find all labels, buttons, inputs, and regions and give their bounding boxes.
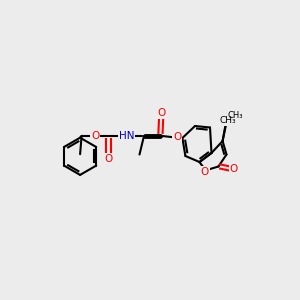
Text: HN: HN — [119, 131, 134, 141]
Text: O: O — [173, 132, 181, 142]
Text: CH₃: CH₃ — [220, 116, 236, 125]
Text: O: O — [201, 167, 209, 177]
Text: O: O — [104, 154, 113, 164]
Text: O: O — [91, 131, 99, 141]
Text: CH₃: CH₃ — [227, 111, 243, 120]
Text: O: O — [230, 164, 238, 174]
Text: O: O — [157, 108, 165, 118]
